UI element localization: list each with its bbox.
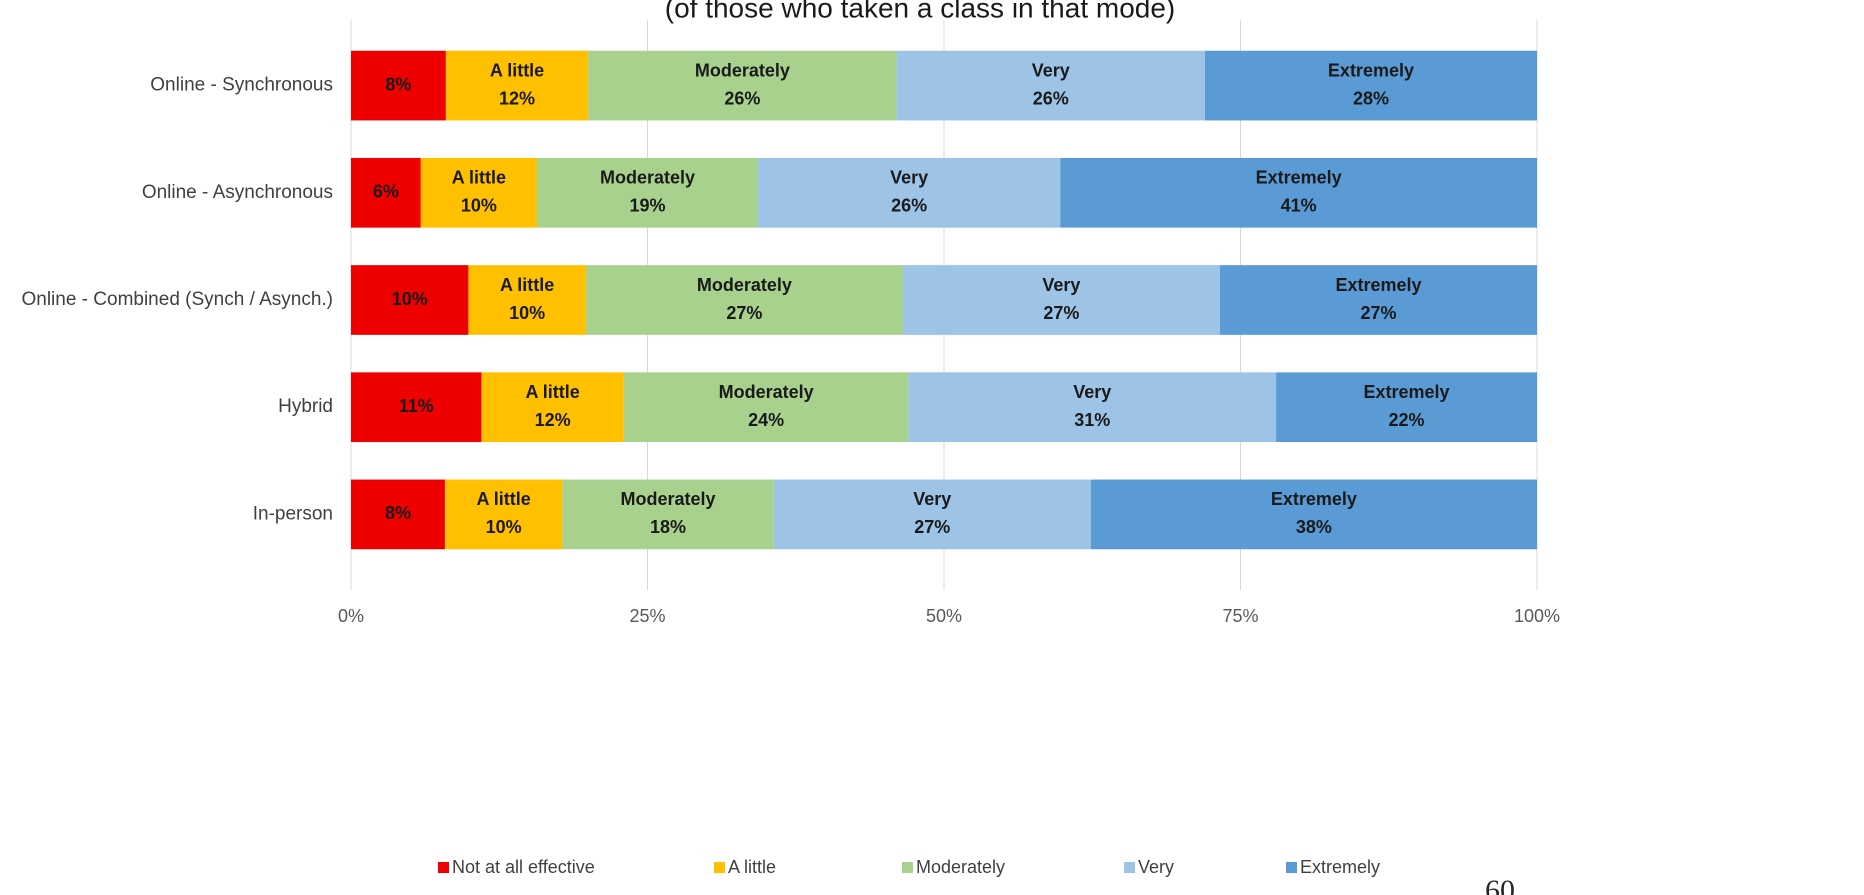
x-tick-label: 50% xyxy=(926,606,962,626)
data-label: 27% xyxy=(914,517,950,537)
data-label: 18% xyxy=(650,517,686,537)
bar-segment xyxy=(1276,372,1537,443)
segment-name: Very xyxy=(1042,275,1080,295)
legend-marker xyxy=(902,862,913,873)
data-label: 38% xyxy=(1296,517,1332,537)
bar-segment xyxy=(420,157,538,228)
data-label: 12% xyxy=(499,88,535,108)
y-tick-label: Online - Asynchronous xyxy=(142,182,333,203)
data-label: 27% xyxy=(1360,303,1396,323)
segment-name: Very xyxy=(1073,382,1111,402)
segment-name: A little xyxy=(476,489,530,509)
page-number: 60 xyxy=(1485,874,1515,895)
bar-segment xyxy=(902,265,1220,335)
legend-marker xyxy=(1124,862,1135,873)
bar-segment xyxy=(562,479,774,550)
data-label: 11% xyxy=(399,396,434,416)
bar-segment xyxy=(537,157,758,228)
legend-marker xyxy=(438,862,449,873)
bar-segment xyxy=(757,157,1061,228)
data-label: 27% xyxy=(1043,303,1079,323)
bar-segment xyxy=(588,50,897,121)
legend-label: Extremely xyxy=(1300,857,1380,877)
bar-segment xyxy=(1090,479,1537,550)
data-label: 8% xyxy=(385,503,411,523)
data-label: 12% xyxy=(535,410,571,430)
bar-segment xyxy=(444,479,563,550)
data-label: 10% xyxy=(509,303,545,323)
legend-marker xyxy=(714,862,725,873)
segment-name: Moderately xyxy=(695,60,790,80)
data-label: 28% xyxy=(1353,88,1389,108)
data-label: 10% xyxy=(392,289,428,309)
segment-name: Very xyxy=(890,168,928,188)
segment-name: Extremely xyxy=(1271,489,1357,509)
segment-name: A little xyxy=(525,382,579,402)
data-label: 26% xyxy=(724,88,760,108)
data-label: 31% xyxy=(1074,410,1110,430)
data-label: 10% xyxy=(461,196,497,216)
legend-label: A little xyxy=(728,857,776,877)
segment-name: A little xyxy=(490,60,544,80)
segment-name: Very xyxy=(1032,60,1070,80)
x-tick-label: 0% xyxy=(338,606,364,626)
data-label: 27% xyxy=(726,303,762,323)
data-label: 10% xyxy=(486,517,522,537)
data-label: 22% xyxy=(1389,410,1425,430)
y-tick-label: Online - Synchronous xyxy=(150,75,333,96)
bar-segment xyxy=(1219,265,1537,335)
segment-name: Extremely xyxy=(1364,382,1450,402)
bar-segment xyxy=(896,50,1205,121)
bar-segment xyxy=(623,372,909,443)
data-label: 24% xyxy=(748,410,784,430)
y-tick-label: Hybrid xyxy=(278,396,333,417)
bar-segment xyxy=(585,265,903,335)
bar-segment xyxy=(351,372,482,443)
data-label: 19% xyxy=(629,196,665,216)
bar-segment xyxy=(1060,157,1537,228)
data-label: 41% xyxy=(1281,196,1317,216)
segment-name: A little xyxy=(500,275,554,295)
bar-segment xyxy=(445,50,589,121)
segment-name: Extremely xyxy=(1256,168,1342,188)
segment-name: Very xyxy=(913,489,951,509)
bar-segment xyxy=(351,265,469,335)
chart-subtitle: (of those who taken a class in that mode… xyxy=(665,0,1176,23)
segment-name: Moderately xyxy=(697,275,792,295)
bar-segment xyxy=(481,372,624,443)
segment-name: A little xyxy=(452,168,506,188)
x-tick-label: 75% xyxy=(1222,606,1258,626)
segment-name: Moderately xyxy=(719,382,814,402)
bar-segment xyxy=(773,479,1091,550)
data-label: 26% xyxy=(1033,88,1069,108)
y-tick-label: Online - Combined (Synch / Asynch.) xyxy=(21,289,333,310)
legend-label: Not at all effective xyxy=(452,857,595,877)
bar-segment xyxy=(351,157,421,228)
bar-segment xyxy=(351,50,446,121)
segment-name: Moderately xyxy=(600,168,695,188)
bar-segment xyxy=(468,265,586,335)
y-tick-label: In-person xyxy=(253,503,333,524)
bar-segment xyxy=(1204,50,1537,121)
segment-name: Extremely xyxy=(1335,275,1421,295)
segment-name: Extremely xyxy=(1328,60,1414,80)
bar-segment xyxy=(351,479,445,550)
data-label: 6% xyxy=(373,182,399,202)
legend-marker xyxy=(1286,862,1297,873)
data-label: 26% xyxy=(891,196,927,216)
x-tick-label: 25% xyxy=(629,606,665,626)
legend-label: Moderately xyxy=(916,857,1005,877)
data-label: 8% xyxy=(385,74,411,94)
x-tick-label: 100% xyxy=(1514,606,1560,626)
legend-label: Very xyxy=(1138,857,1174,877)
segment-name: Moderately xyxy=(621,489,716,509)
bar-segment xyxy=(908,372,1277,443)
